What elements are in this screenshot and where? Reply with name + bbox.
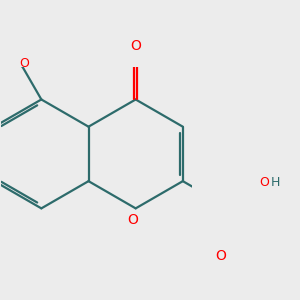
Text: O: O [128,213,138,227]
Text: O: O [259,176,269,189]
Text: H: H [271,176,280,189]
Text: O: O [20,57,29,70]
Text: O: O [130,39,141,53]
Text: O: O [215,249,226,263]
